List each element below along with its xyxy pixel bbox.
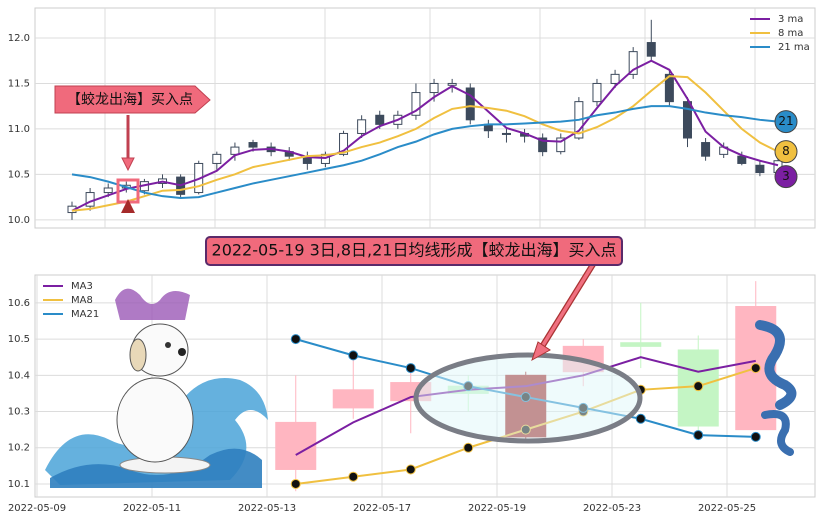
ma-marker <box>348 350 359 361</box>
ma-badge-label: 8 <box>782 144 790 158</box>
legend-label: MA8 <box>71 295 93 306</box>
candle-body <box>230 146 240 155</box>
x-tick-label: 2022-05-13 <box>238 503 296 514</box>
x-tick-label: 2022-05-25 <box>698 503 756 514</box>
candle-body <box>664 73 674 103</box>
ma-marker <box>693 381 704 392</box>
decoration-waves <box>45 378 268 488</box>
y-tick-label: 11.5 <box>8 78 30 89</box>
candle-body <box>357 119 367 134</box>
legend-label: MA3 <box>71 281 93 292</box>
x-tick-label: 2022-05-17 <box>353 503 411 514</box>
ma-marker <box>750 363 761 374</box>
top-vertical-grid <box>104 8 756 228</box>
legend-label: MA21 <box>71 309 99 320</box>
x-tick-label: 2022-05-11 <box>123 503 181 514</box>
x-tick-label: 2022-05-09 <box>8 503 66 514</box>
y-tick-label: 11.0 <box>8 124 30 135</box>
y-tick-label: 10.1 <box>8 479 30 490</box>
legend-label: 3 ma <box>778 14 803 25</box>
candle-body <box>447 82 457 86</box>
annotation: 【蛟龙出海】买入点 <box>54 85 211 172</box>
candle-body <box>429 82 439 94</box>
ma-marker <box>348 471 359 482</box>
legend-label: 8 ma <box>778 28 803 39</box>
y-tick-label: 10.0 <box>8 215 30 226</box>
y-tick-label: 10.4 <box>8 370 30 381</box>
candle-body <box>737 155 747 164</box>
candle-body <box>275 421 317 470</box>
candle-body <box>682 101 692 139</box>
y-tick-label: 12.0 <box>8 33 30 44</box>
candle-body <box>646 42 656 57</box>
candle-body <box>701 142 711 157</box>
candle-body <box>248 142 258 148</box>
chart-title: 2022-05-19 3日,8日,21日均线形成【蛟龙出海】买入点 <box>212 241 617 260</box>
candle-body <box>339 132 349 155</box>
ma-line <box>71 59 779 212</box>
y-tick-label: 10.5 <box>8 169 30 180</box>
candle-body <box>212 153 222 164</box>
ma-marker <box>290 478 301 489</box>
ma-marker <box>463 442 474 453</box>
y-tick-label: 10.6 <box>8 298 30 309</box>
x-tick-label: 2022-05-19 <box>468 503 526 514</box>
candle-body <box>628 51 638 75</box>
title-banner: 2022-05-19 3日,8日,21日均线形成【蛟龙出海】买入点 <box>205 236 623 266</box>
candle-body <box>332 389 374 409</box>
candle-body <box>501 132 511 135</box>
candle-body <box>610 73 620 84</box>
ma-marker <box>750 431 761 442</box>
ma-badge <box>774 140 798 164</box>
ma-marker <box>405 464 416 475</box>
x-tick-label: 2022-05-23 <box>583 503 641 514</box>
candle-body <box>375 114 385 125</box>
ma-line <box>71 75 779 212</box>
candle-body <box>755 164 765 174</box>
candle-body <box>103 187 113 194</box>
y-tick-label: 10.2 <box>8 443 30 454</box>
ma-marker <box>693 430 704 441</box>
ma-badge <box>774 165 798 189</box>
candle-body <box>620 342 662 347</box>
ma-badge <box>774 110 798 134</box>
candle-body <box>538 137 548 153</box>
buy-triangle <box>121 199 135 213</box>
legend-label: 21 ma <box>778 42 810 53</box>
highlight-ellipse <box>413 352 643 444</box>
ma-marker <box>405 363 416 374</box>
candle-body <box>556 137 566 153</box>
decoration-dog <box>115 288 194 463</box>
candle-body <box>411 92 421 116</box>
decoration-dragon <box>755 320 797 456</box>
y-tick-label: 10.3 <box>8 407 30 418</box>
candle-body <box>592 82 602 103</box>
ma-marker <box>290 334 301 345</box>
ma-marker <box>635 413 646 424</box>
annotation-text: 【蛟龙出海】买入点 <box>67 92 193 108</box>
ma-badge-label: 3 <box>782 169 790 183</box>
candle-body <box>465 87 475 121</box>
ma-line <box>71 105 779 200</box>
ma-badge-label: 21 <box>778 114 793 128</box>
y-tick-label: 10.5 <box>8 334 30 345</box>
